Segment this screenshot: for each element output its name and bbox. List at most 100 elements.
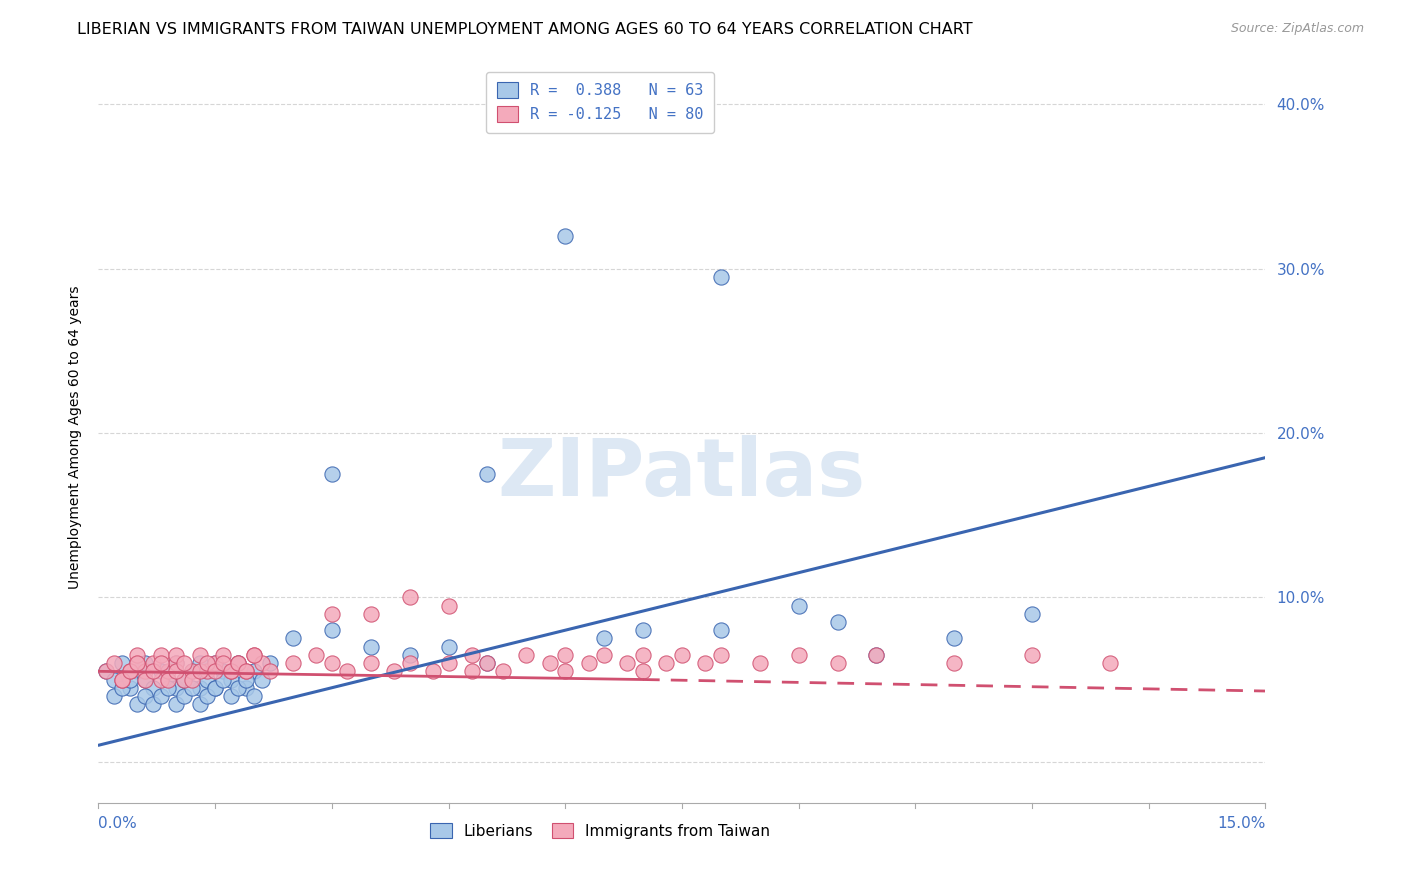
Point <box>118 665 141 679</box>
Point <box>142 665 165 679</box>
Point <box>943 656 966 670</box>
Point <box>127 656 149 670</box>
Point <box>165 665 187 679</box>
Point <box>235 665 257 679</box>
Point <box>787 648 810 662</box>
Point <box>180 673 202 687</box>
Point <box>228 681 250 695</box>
Point <box>204 681 226 695</box>
Point <box>111 673 134 687</box>
Point <box>149 648 172 662</box>
Point <box>149 656 172 670</box>
Point <box>827 656 849 670</box>
Point <box>127 665 149 679</box>
Point <box>616 656 638 670</box>
Point <box>103 673 125 687</box>
Point <box>655 656 678 670</box>
Point <box>204 681 226 695</box>
Point <box>103 689 125 703</box>
Text: 0.0%: 0.0% <box>98 816 138 831</box>
Point <box>1021 648 1043 662</box>
Point <box>398 648 420 662</box>
Point <box>149 689 172 703</box>
Point <box>243 665 266 679</box>
Point <box>461 648 484 662</box>
Point <box>492 665 515 679</box>
Point <box>165 656 187 670</box>
Point <box>149 665 172 679</box>
Point <box>96 665 118 679</box>
Text: Source: ZipAtlas.com: Source: ZipAtlas.com <box>1230 22 1364 36</box>
Point <box>243 689 266 703</box>
Point <box>188 697 211 711</box>
Point <box>212 673 235 687</box>
Point <box>259 665 281 679</box>
Point <box>321 607 343 621</box>
Point <box>195 673 218 687</box>
Point <box>865 648 887 662</box>
Text: LIBERIAN VS IMMIGRANTS FROM TAIWAN UNEMPLOYMENT AMONG AGES 60 TO 64 YEARS CORREL: LIBERIAN VS IMMIGRANTS FROM TAIWAN UNEMP… <box>77 22 973 37</box>
Point <box>235 673 257 687</box>
Point <box>250 656 273 670</box>
Point <box>142 681 165 695</box>
Point <box>157 673 180 687</box>
Point <box>1098 656 1121 670</box>
Point <box>157 681 180 695</box>
Point <box>142 656 165 670</box>
Point <box>943 632 966 646</box>
Y-axis label: Unemployment Among Ages 60 to 64 years: Unemployment Among Ages 60 to 64 years <box>67 285 82 589</box>
Point <box>188 681 211 695</box>
Point <box>195 689 218 703</box>
Point <box>281 656 304 670</box>
Text: 15.0%: 15.0% <box>1218 816 1265 831</box>
Point <box>188 665 211 679</box>
Point <box>336 665 359 679</box>
Point <box>127 697 149 711</box>
Point <box>398 656 420 670</box>
Point <box>710 624 733 638</box>
Point <box>554 665 576 679</box>
Point <box>305 648 328 662</box>
Point <box>195 665 218 679</box>
Point <box>631 665 654 679</box>
Point <box>243 648 266 662</box>
Point <box>204 656 226 670</box>
Point <box>228 656 250 670</box>
Legend: Liberians, Immigrants from Taiwan: Liberians, Immigrants from Taiwan <box>422 815 778 847</box>
Point <box>165 656 187 670</box>
Point <box>111 656 134 670</box>
Point <box>748 656 770 670</box>
Point <box>149 673 172 687</box>
Point <box>127 648 149 662</box>
Point <box>235 681 257 695</box>
Point <box>173 673 195 687</box>
Point <box>134 689 156 703</box>
Point <box>578 656 600 670</box>
Point <box>360 656 382 670</box>
Point <box>212 656 235 670</box>
Point <box>593 648 616 662</box>
Point <box>321 624 343 638</box>
Point <box>281 632 304 646</box>
Point <box>118 665 141 679</box>
Text: ZIPatlas: ZIPatlas <box>498 434 866 513</box>
Point <box>228 656 250 670</box>
Point <box>554 648 576 662</box>
Point <box>96 665 118 679</box>
Point <box>631 648 654 662</box>
Point <box>157 673 180 687</box>
Point <box>118 673 141 687</box>
Point <box>382 665 405 679</box>
Point <box>787 599 810 613</box>
Point <box>219 673 242 687</box>
Point <box>360 607 382 621</box>
Point <box>593 632 616 646</box>
Point <box>710 648 733 662</box>
Point <box>204 665 226 679</box>
Point <box>515 648 537 662</box>
Point <box>477 467 499 481</box>
Point <box>1021 607 1043 621</box>
Point <box>212 648 235 662</box>
Point <box>422 665 444 679</box>
Point <box>180 665 202 679</box>
